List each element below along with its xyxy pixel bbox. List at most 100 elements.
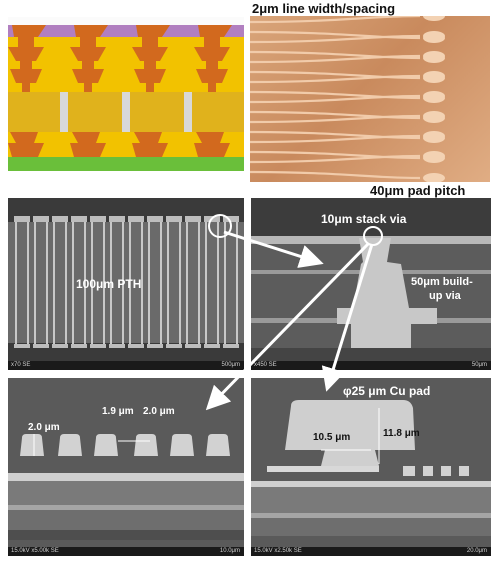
sem-mag: 15.0kV x5.00k SE (11, 548, 59, 554)
fine-line-sem-image (8, 434, 244, 540)
dimension-arrows (321, 408, 380, 464)
fine-line-cross-section (134, 434, 158, 456)
pth-foot (52, 344, 68, 348)
fine-trace (250, 50, 421, 60)
arrow-pth-to-stack (223, 230, 324, 268)
pth-sem-panel: 100μm PTH x70 SE 500μm (8, 198, 244, 370)
pth-foot (14, 344, 30, 348)
copper-via-stack-bottom (70, 132, 106, 157)
bond-pad (423, 151, 445, 161)
fine-trace (250, 74, 421, 84)
pth-foot (71, 344, 87, 348)
pth-label: 100μm PTH (76, 277, 142, 291)
copper-features (8, 25, 232, 157)
pth-foot (147, 344, 163, 348)
pth-cap (33, 216, 49, 222)
pth-1 (60, 92, 68, 132)
fine-line-traces (250, 16, 445, 182)
fine-line-cross-section (58, 434, 82, 456)
stack-via-highlight-circle (208, 214, 232, 238)
stack-via-sem-image (251, 198, 491, 362)
pth-cap (52, 216, 68, 222)
fine-line-photo (250, 16, 490, 182)
fine-trace (250, 16, 421, 24)
bond-pad (423, 16, 445, 21)
fine-line-cross-section (20, 434, 44, 456)
pth-foot (185, 344, 201, 348)
sem-info-bar: x70 SE 500μm (8, 361, 244, 370)
bond-pad (423, 91, 445, 101)
buildup-schematic-diagram (8, 25, 244, 171)
bond-pad (423, 173, 445, 182)
sem-scale: 10.0μm (219, 548, 240, 554)
copper-via-stack-top (194, 25, 232, 92)
sem-info-bar: 15.0kV x5.00k SE 10.0μm (8, 547, 244, 556)
sem-mag: x70 SE (11, 362, 31, 368)
cu-pad-sem-panel: φ25 μm Cu pad 10.5 μm 11.8 μm 15.0kV x2.… (251, 378, 491, 556)
fine-trace (250, 154, 421, 164)
sem-scale: 20.0μm (466, 548, 487, 554)
stacked-via-structure (337, 238, 437, 348)
fine-trace (250, 114, 421, 124)
copper-via-stack-bottom (8, 132, 44, 157)
pad-pitch-caption: 40μm pad pitch (370, 183, 466, 198)
cu-pad (285, 400, 415, 466)
pth-cap (147, 216, 163, 222)
fine-trace (250, 90, 421, 100)
pth-foot (109, 344, 125, 348)
fine-trace (250, 54, 421, 64)
pth-foot (128, 344, 144, 348)
copper-via-stack-top (132, 25, 170, 92)
buildup-via-label-1: 50μm build- (411, 276, 473, 288)
fine-trace (250, 130, 421, 140)
buildup-via-label-2: up via (429, 290, 461, 302)
fine-trace (250, 110, 421, 120)
line-width-dim: 2.0 μm (143, 406, 175, 417)
dimension-arrows (33, 434, 150, 456)
fine-trace (250, 70, 421, 80)
stack-via-sem-panel: 10μm stack via 50μm build- up via x450 S… (251, 198, 491, 370)
fine-trace (250, 34, 421, 44)
fine-line-cross-section (94, 434, 118, 456)
bond-pad (423, 51, 445, 61)
copper-via-stack-top (70, 25, 108, 92)
pth-cap (71, 216, 87, 222)
sem-mag: 15.0kV x2.50k SE (254, 548, 302, 554)
pth-cap (109, 216, 125, 222)
bond-pad (423, 71, 445, 81)
stack-via-label: 10μm stack via (321, 212, 407, 226)
pth-foot (166, 344, 182, 348)
fine-trace (250, 170, 421, 180)
fine-trace (250, 150, 421, 160)
sem-info-bar: 15.0kV x2.50k SE 20.0μm (251, 547, 491, 556)
pth-cap (90, 216, 106, 222)
line-height-dim: 2.0 μm (28, 422, 60, 433)
line-space-dim: 1.9 μm (102, 406, 134, 417)
copper-via-stack-bottom (194, 132, 230, 157)
cu-pad-sem-image (251, 400, 491, 536)
bond-pad (423, 31, 445, 41)
fine-trace (250, 94, 421, 104)
pth-2 (122, 92, 130, 132)
fine-line-cross-section (170, 434, 194, 456)
copper-via-stack-bottom (132, 132, 168, 157)
bond-pad (423, 111, 445, 121)
pth-sem-image (8, 198, 244, 363)
sem-scale: 500μm (221, 362, 240, 368)
pth-cap (14, 216, 30, 222)
bond-pad (423, 131, 445, 141)
pth-foot (223, 344, 239, 348)
pth-foot (33, 344, 49, 348)
fine-line-sem-panel: 2.0 μm 1.9 μm 2.0 μm 15.0kV x5.00k SE 10… (8, 378, 244, 556)
sem-info-bar: x450 SE 50μm (251, 361, 491, 370)
cu-pad-width-dim: 10.5 μm (313, 432, 351, 443)
cu-pad-title: φ25 μm Cu pad (343, 384, 431, 398)
buildup-schematic-panel (8, 17, 244, 171)
pth-cap (185, 216, 201, 222)
arrow-stack-to-pad (321, 243, 374, 392)
fine-trace (250, 134, 421, 144)
line-width-caption: 2μm line width/spacing (252, 1, 396, 16)
pth-cap (166, 216, 182, 222)
pth-foot (204, 344, 220, 348)
